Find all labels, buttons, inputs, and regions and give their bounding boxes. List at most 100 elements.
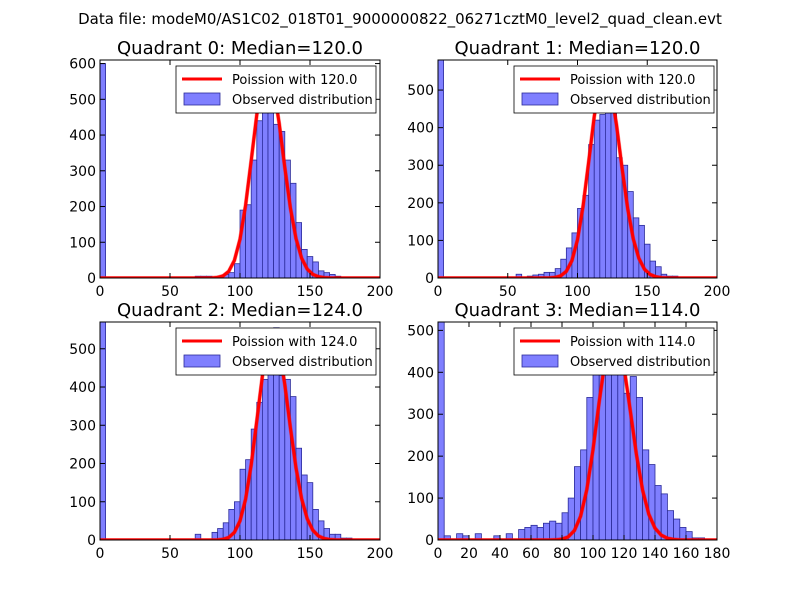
quadrant-3-plot-area bbox=[438, 322, 717, 540]
histogram-bar bbox=[267, 359, 274, 540]
legend-observed-label: Observed distribution bbox=[232, 355, 373, 370]
histogram-bar bbox=[245, 204, 252, 278]
x-tick-label: 0 bbox=[434, 546, 443, 562]
y-tick-label: 100 bbox=[69, 235, 96, 251]
x-tick-label: 40 bbox=[491, 546, 509, 562]
x-tick-label: 100 bbox=[580, 546, 607, 562]
histogram-bar bbox=[605, 365, 613, 540]
y-tick-label: 400 bbox=[69, 128, 96, 144]
y-tick-label: 300 bbox=[69, 418, 96, 434]
quadrant-3-chart: 0 20 40 60 80 100 120 140 160 1800100200300400500… bbox=[407, 300, 730, 562]
legend-observed-swatch bbox=[183, 92, 221, 106]
y-tick-label: 500 bbox=[407, 83, 434, 99]
y-tick-label: 0 bbox=[87, 271, 96, 287]
legend-observed-swatch bbox=[521, 354, 559, 368]
x-tick-label: 200 bbox=[704, 284, 731, 300]
x-tick-label: 60 bbox=[522, 546, 540, 562]
x-tick-label: 140 bbox=[642, 546, 669, 562]
histogram-bar bbox=[474, 533, 482, 540]
y-tick-label: 300 bbox=[407, 158, 434, 174]
y-tick-label: 500 bbox=[69, 342, 96, 358]
x-tick-label: 0 bbox=[434, 284, 443, 300]
histogram-bar bbox=[261, 378, 269, 540]
quadrant-title: Quadrant 1: Median=120.0 bbox=[455, 38, 701, 59]
y-tick-label: 400 bbox=[407, 365, 434, 381]
histogram-bar bbox=[256, 120, 263, 278]
quadrant-title: Quadrant 3: Median=114.0 bbox=[455, 300, 701, 321]
histogram-bar bbox=[261, 109, 269, 278]
y-tick-label: 100 bbox=[69, 495, 96, 511]
x-tick-label: 50 bbox=[161, 546, 179, 562]
y-tick-label: 400 bbox=[69, 380, 96, 396]
histogram-bar bbox=[250, 159, 258, 278]
histogram-bar bbox=[100, 322, 106, 540]
legend-observed-label: Observed distribution bbox=[570, 93, 711, 108]
x-tick-label: 150 bbox=[297, 284, 324, 300]
y-tick-label: 400 bbox=[407, 121, 434, 137]
histogram-bar bbox=[273, 123, 280, 278]
histogram-bar bbox=[194, 533, 202, 540]
x-tick-label: 120 bbox=[611, 546, 638, 562]
histogram-bar bbox=[438, 60, 444, 278]
quadrant-title: Quadrant 2: Median=124.0 bbox=[117, 300, 363, 321]
figure-suptitle: Data file: modeM0/AS1C02_018T01_90000008… bbox=[78, 10, 722, 29]
quadrant-0-plot-area bbox=[100, 63, 380, 278]
y-tick-label: 100 bbox=[407, 233, 434, 249]
histogram-bar bbox=[505, 533, 513, 540]
histogram-bar bbox=[233, 263, 241, 278]
x-tick-label: 150 bbox=[634, 284, 661, 300]
x-tick-label: 150 bbox=[297, 546, 324, 562]
y-tick-label: 600 bbox=[69, 57, 96, 73]
histogram-bar bbox=[530, 524, 538, 540]
histogram-bar bbox=[599, 114, 606, 278]
x-tick-label: 180 bbox=[704, 546, 731, 562]
quadrant-title: Quadrant 0: Median=120.0 bbox=[117, 38, 363, 59]
legend-observed-label: Observed distribution bbox=[570, 355, 711, 370]
histogram-bar bbox=[655, 266, 662, 278]
x-tick-label: 100 bbox=[564, 284, 591, 300]
quadrant-0-chart: 0 50 100 150 200 0 100 200 300 400 500 600 Quadrant … bbox=[69, 38, 393, 300]
legend-poisson-label: Poission with 114.0 bbox=[570, 335, 695, 350]
histogram-bar bbox=[543, 522, 551, 540]
x-tick-label: 100 bbox=[227, 284, 254, 300]
x-tick-label: 20 bbox=[460, 546, 478, 562]
y-tick-label: 0 bbox=[425, 271, 434, 287]
x-tick-label: 0 bbox=[96, 546, 105, 562]
legend-poisson-label: Poission with 120.0 bbox=[232, 73, 357, 88]
y-tick-label: 200 bbox=[407, 196, 434, 212]
x-tick-label: 50 bbox=[499, 284, 517, 300]
legend-observed-swatch bbox=[183, 354, 221, 368]
histogram-bar bbox=[549, 520, 557, 540]
x-tick-label: 160 bbox=[673, 546, 700, 562]
histogram-bar bbox=[438, 322, 445, 540]
y-tick-label: 0 bbox=[87, 533, 96, 549]
x-tick-label: 80 bbox=[553, 546, 571, 562]
legend-observed-label: Observed distribution bbox=[232, 93, 373, 108]
x-tick-label: 0 bbox=[96, 284, 105, 300]
quadrant-2-plot-area bbox=[100, 322, 380, 540]
histogram-bar bbox=[667, 510, 675, 540]
y-tick-label: 0 bbox=[425, 533, 434, 549]
histogram-bar bbox=[617, 355, 625, 540]
y-tick-label: 200 bbox=[69, 200, 96, 216]
histogram-bar bbox=[660, 493, 668, 540]
legend-poisson-label: Poission with 124.0 bbox=[232, 335, 357, 350]
quadrant-1-chart: 0 50 100 150 200 0 100 200 300 400 500 Quadrant 1: … bbox=[407, 38, 730, 300]
histogram-bar bbox=[673, 518, 681, 540]
legend-poisson-label: Poission with 120.0 bbox=[570, 73, 695, 88]
histogram-bar bbox=[593, 119, 601, 278]
panels: 0 50 100 150 2000100200300400500600Quadrant … bbox=[69, 38, 730, 562]
axes-frame bbox=[437, 321, 718, 541]
x-tick-label: 200 bbox=[367, 546, 394, 562]
y-tick-label: 500 bbox=[407, 323, 434, 339]
y-tick-label: 100 bbox=[407, 491, 434, 507]
y-tick-label: 300 bbox=[69, 164, 96, 180]
legend-observed-swatch bbox=[521, 92, 559, 106]
y-tick-label: 200 bbox=[407, 449, 434, 465]
x-tick-label: 200 bbox=[367, 284, 394, 300]
x-tick-label: 100 bbox=[227, 546, 254, 562]
y-tick-label: 500 bbox=[69, 92, 96, 108]
quadrant-2-chart: 0 50 100 150 200 0 100 200 300 400 500 Quadrant 2: … bbox=[69, 300, 393, 562]
histogram-bar bbox=[334, 533, 342, 540]
